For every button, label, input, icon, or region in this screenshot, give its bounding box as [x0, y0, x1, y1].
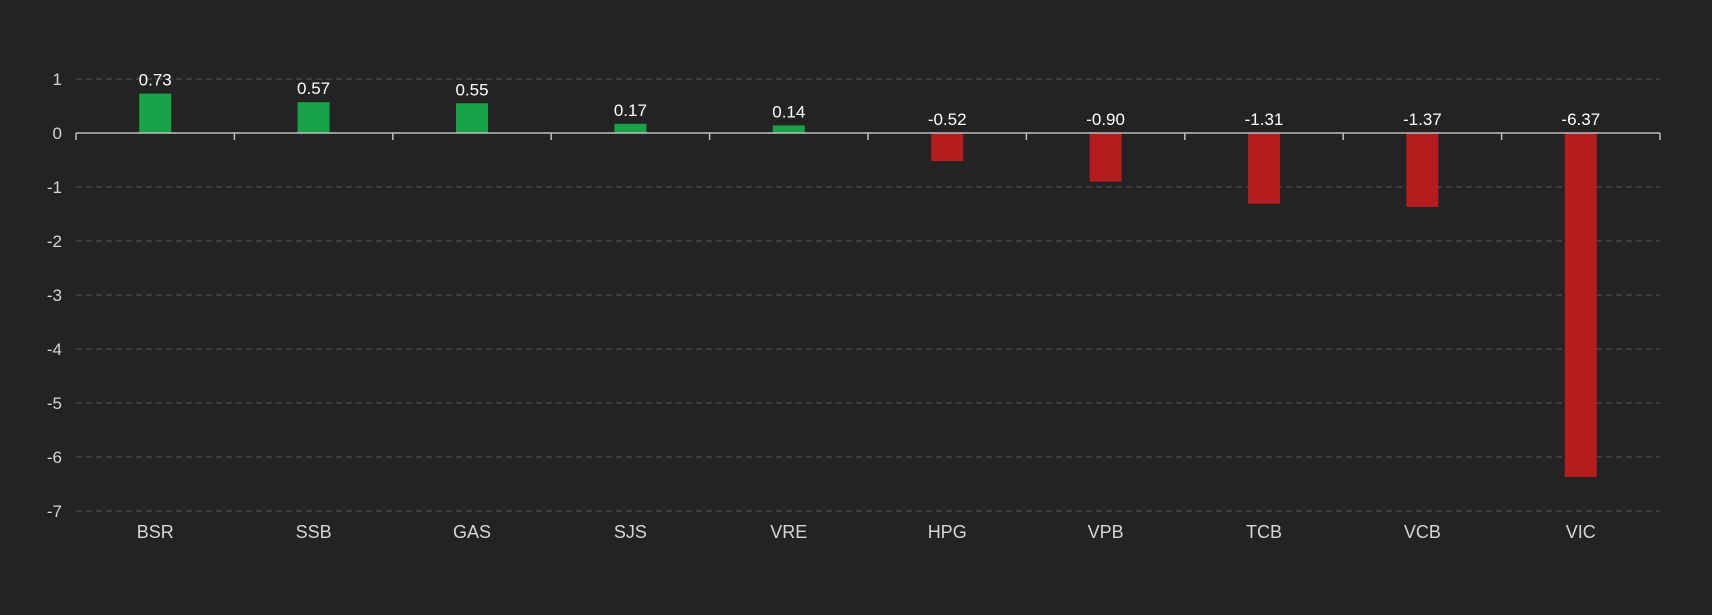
data-label: 0.14: [772, 102, 805, 121]
x-tick-label: BSR: [137, 522, 174, 542]
data-labels: 0.73 0.57 0.55 0.17 0.14 -0.52 -0.90 -1.31 -1.37…: [139, 71, 1601, 129]
x-tick-label: HPG: [928, 522, 967, 542]
bar-hpg: [931, 133, 964, 162]
x-tick-label: SSB: [296, 522, 332, 542]
bar-vre: [772, 125, 805, 133]
y-tick-label: -7: [47, 502, 62, 521]
x-tick-label: VPB: [1088, 522, 1124, 542]
bars: [139, 93, 1597, 477]
data-label: -1.37: [1403, 110, 1442, 129]
data-label: -0.90: [1086, 110, 1125, 129]
data-label: -1.31: [1245, 110, 1284, 129]
data-label: 0.17: [614, 101, 647, 120]
data-label: -0.52: [928, 110, 967, 129]
y-tick-label: -6: [47, 448, 62, 467]
x-tick-label: SJS: [614, 522, 647, 542]
x-axis-ticks: BSR SSB GAS SJS VRE HPG VPB TCB VCB VIC: [137, 522, 1596, 542]
y-tick-label: 0: [53, 124, 62, 143]
gridlines: [76, 78, 1660, 512]
bar-bsr: [139, 93, 172, 133]
x-tick-label: GAS: [453, 522, 491, 542]
x-tick-label: VRE: [770, 522, 807, 542]
y-tick-label: -3: [47, 286, 62, 305]
data-label: 0.73: [139, 71, 172, 90]
y-tick-label: -4: [47, 340, 62, 359]
data-label: 0.55: [455, 80, 488, 99]
y-tick-label: -2: [47, 232, 62, 251]
y-tick-label: 1: [53, 70, 62, 89]
y-tick-label: -5: [47, 394, 62, 413]
bar-gas: [456, 103, 488, 133]
bar-ssb: [297, 102, 330, 133]
x-tick-label: VCB: [1404, 522, 1441, 542]
y-tick-label: -1: [47, 178, 62, 197]
data-label: 0.57: [297, 79, 330, 98]
x-tick-label: TCB: [1246, 522, 1282, 542]
x-tick-label: VIC: [1566, 522, 1596, 542]
bar-tcb: [1248, 133, 1280, 204]
y-axis-ticks: 1 0 -1 -2 -3 -4 -5 -6 -7: [47, 70, 62, 521]
bar-vpb: [1089, 133, 1122, 182]
data-label: -6.37: [1561, 110, 1600, 129]
x-axis: [75, 132, 1661, 140]
bar-vic: [1564, 133, 1597, 477]
bar-vcb: [1406, 133, 1439, 207]
bar-sjs: [614, 123, 647, 133]
